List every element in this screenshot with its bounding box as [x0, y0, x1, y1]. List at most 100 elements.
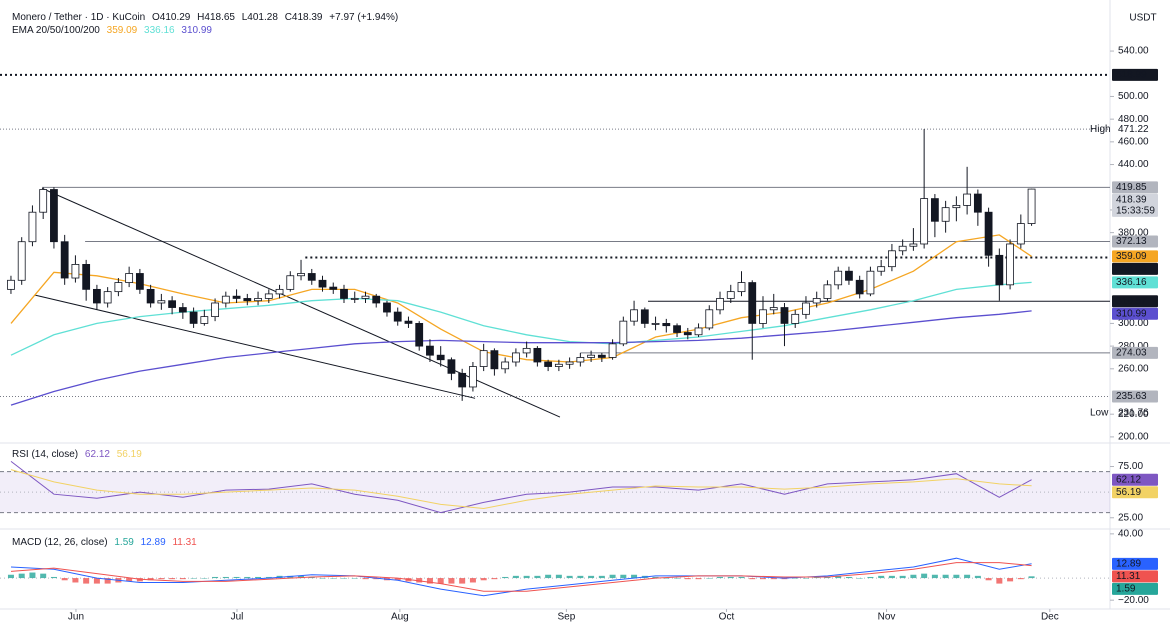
candle-body [995, 254, 1004, 286]
candle-body [823, 284, 832, 299]
price-box [1112, 181, 1158, 194]
price-box [1112, 193, 1158, 217]
candle-body [501, 361, 510, 370]
macd-hist-bar [158, 578, 165, 580]
macd-hist-bar [480, 578, 487, 581]
macd-hist-bar [394, 578, 401, 581]
macd-hist-bar [50, 576, 57, 579]
macd-hist-bar [72, 578, 79, 583]
rsi-value: 56.19 [116, 449, 142, 460]
macd-hist-bar [652, 576, 659, 579]
macd-hist-bar [502, 576, 509, 579]
candle-body [372, 295, 381, 304]
price-box-label: 358.08 [1116, 264, 1147, 275]
macd-hist-bar [534, 575, 541, 579]
candle-body [125, 273, 134, 283]
macd-hist-bar [426, 578, 433, 584]
y-tick-label: −20.00 [1118, 595, 1149, 606]
candle-body [93, 288, 101, 304]
macd-hist-bar [577, 575, 584, 579]
rsi-header: RSI (14, close) 62.12 56.19 [12, 449, 146, 460]
ema-value: 336.16 [144, 25, 175, 36]
candle-body [511, 352, 520, 363]
candle-body [340, 288, 348, 299]
macd-hist-bar [555, 574, 562, 579]
candle-body [318, 279, 327, 288]
price-box-label: 56.19 [1116, 487, 1141, 498]
price-box-label: 310.99 [1116, 308, 1147, 319]
macd-hist-bar [265, 576, 272, 579]
x-tick-label: Jun [68, 612, 84, 622]
price-box [1112, 262, 1158, 275]
candle-body [963, 193, 972, 206]
ema-value: 359.09 [106, 25, 138, 36]
extreme-label: Low [1090, 407, 1109, 418]
y-tick-label: 480.00 [1118, 114, 1149, 125]
x-tick-label: Oct [719, 612, 735, 622]
macd-hist-bar [974, 575, 981, 579]
macd-hist-bar [899, 575, 906, 579]
y-tick-label: 75.00 [1118, 461, 1143, 472]
price-box-label: 372.13 [1116, 236, 1147, 247]
candle-body [404, 320, 413, 324]
candle-body [619, 320, 628, 345]
macd-hist-bar [362, 578, 369, 580]
macd-hist-bar [996, 578, 1003, 584]
candle-body [694, 327, 703, 336]
candle-body [71, 264, 80, 279]
price-box [1112, 473, 1158, 486]
extreme-value: 231.76 [1118, 407, 1149, 418]
extreme-label: High [1090, 124, 1111, 135]
candle-body [587, 354, 595, 358]
price-box-label: 336.16 [1116, 277, 1147, 288]
rsi-value: 62.12 [84, 449, 110, 460]
candle-body [737, 282, 746, 293]
candle-body [726, 291, 735, 299]
x-tick-label: Dec [1041, 612, 1059, 622]
candle-body [200, 316, 209, 324]
candle-body [812, 298, 821, 304]
price-box-label: 359.09 [1116, 251, 1147, 262]
macd-hist-bar [566, 575, 573, 579]
x-tick-label: Jul [231, 612, 244, 622]
price-box [1112, 307, 1158, 320]
candle-body [157, 300, 166, 304]
macd-line [10, 557, 1032, 597]
macd-hist-bar [523, 575, 530, 579]
x-tick-label: Nov [878, 612, 896, 622]
candle-body [1006, 243, 1014, 286]
candle-body [748, 282, 757, 324]
macd-hist-bar [416, 578, 423, 583]
macd-hist-bar [459, 578, 466, 584]
macd-hist-bar [813, 576, 820, 579]
macd-hist-bar [942, 574, 949, 579]
macd-hist-bar [674, 578, 681, 579]
candle-body [50, 189, 58, 243]
candle-body [984, 211, 993, 256]
macd-hist-bar [255, 576, 262, 579]
candle-body [780, 307, 789, 324]
macd-hist-bar [319, 578, 326, 579]
macd-hist-bar [351, 578, 358, 579]
macd-hist-bar [867, 576, 874, 579]
macd-hist-bar [910, 574, 917, 579]
candle-body [522, 347, 531, 354]
candle-body [920, 198, 929, 245]
candle-body [221, 295, 230, 304]
price-box [1112, 250, 1158, 263]
macd-hist-bar [1017, 578, 1024, 580]
y-tick-label: 540.00 [1118, 46, 1149, 57]
currency: USDT [1129, 13, 1156, 24]
candle-body [802, 302, 810, 315]
candle-body [544, 361, 553, 367]
macd-hist-bar [620, 574, 627, 579]
macd-hist-bar [749, 578, 756, 580]
symbol: Monero / Tether · 1D · KuCoin [12, 12, 146, 23]
candle-body [243, 298, 252, 302]
ema-label: EMA 20/50/100/200 [12, 25, 100, 36]
candle-body [264, 293, 273, 299]
macd-hist-bar [437, 578, 444, 584]
macd-hist-bar [233, 576, 240, 579]
